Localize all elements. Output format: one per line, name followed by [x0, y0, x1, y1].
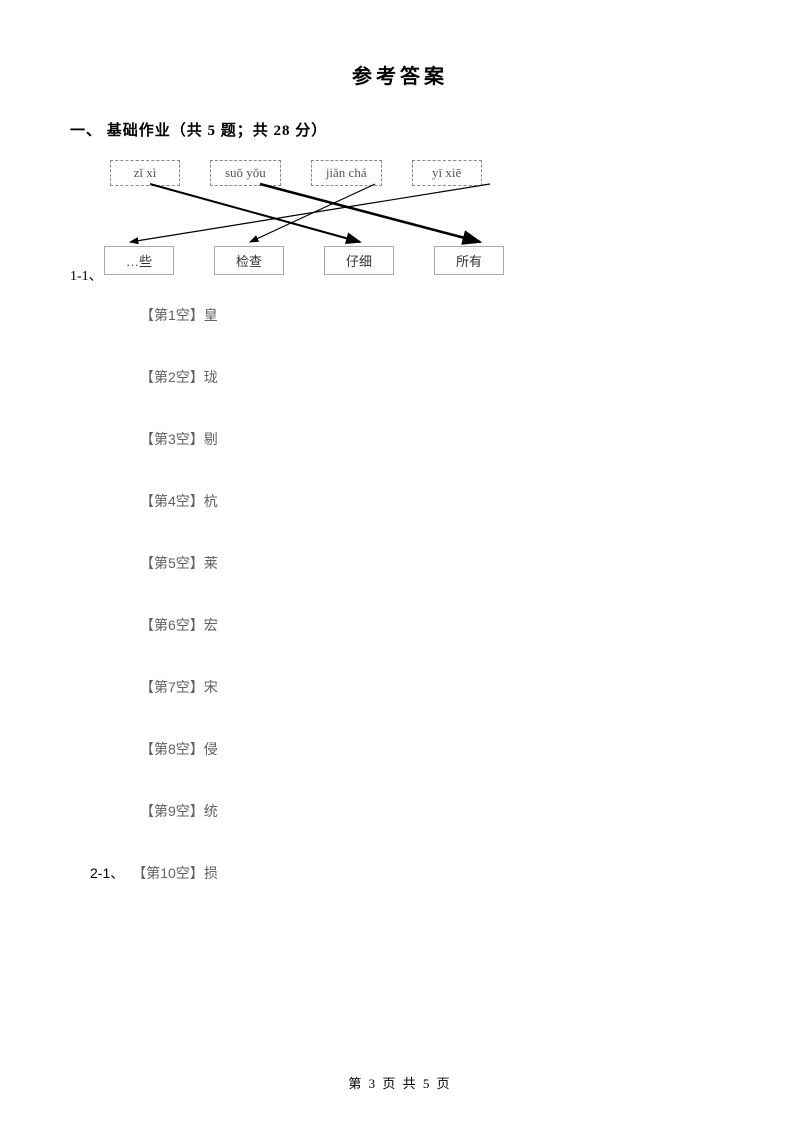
section-heading: 一、 基础作业（共 5 题；共 28 分） — [70, 119, 730, 140]
pinyin-box: suǒ yǒu — [210, 160, 281, 186]
word-box: 检查 — [214, 246, 284, 275]
blank-value: 剔 — [204, 431, 218, 447]
pinyin-row: zǐ xì suǒ yǒu jiǎn chá yī xiē — [110, 160, 730, 186]
answer-item: 【第1空】皇 — [140, 305, 730, 325]
blank-label: 【第5空】 — [140, 555, 204, 571]
word-row: …些 检查 仔细 所有 — [104, 246, 730, 275]
word-box: 所有 — [434, 246, 504, 275]
blank-label: 【第10空】 — [132, 863, 204, 883]
question-2-1-marker: 2-1、 — [90, 863, 124, 883]
blank-label: 【第8空】 — [140, 741, 204, 757]
blank-value: 宋 — [204, 679, 218, 695]
pinyin-box: jiǎn chá — [311, 160, 382, 186]
word-box: 仔细 — [324, 246, 394, 275]
answer-item: 【第6空】宏 — [140, 615, 730, 635]
pinyin-box: zǐ xì — [110, 160, 180, 186]
answer-list: 【第1空】皇 【第2空】珑 【第3空】剔 【第4空】杭 【第5空】莱 【第6空】… — [140, 305, 730, 883]
answer-item: 【第2空】珑 — [140, 367, 730, 387]
page-title: 参考答案 — [70, 60, 730, 89]
blank-value: 珑 — [204, 369, 218, 385]
blank-label: 【第1空】 — [140, 307, 204, 323]
blank-value: 统 — [204, 803, 218, 819]
blank-label: 【第2空】 — [140, 369, 204, 385]
answer-item: 【第9空】统 — [140, 801, 730, 821]
word-box: …些 — [104, 246, 174, 275]
blank-value: 莱 — [204, 555, 218, 571]
blank-value: 侵 — [204, 741, 218, 757]
matching-diagram: zǐ xì suǒ yǒu jiǎn chá yī xiē …些 检查 仔细 所… — [110, 160, 730, 275]
answer-item: 【第8空】侵 — [140, 739, 730, 759]
page-footer: 第 3 页 共 5 页 — [0, 1073, 800, 1092]
pinyin-box: yī xiē — [412, 160, 482, 186]
blank-value: 宏 — [204, 617, 218, 633]
answer-item: 【第3空】剔 — [140, 429, 730, 449]
blank-label: 【第6空】 — [140, 617, 204, 633]
blank-label: 【第7空】 — [140, 679, 204, 695]
blank-label: 【第4空】 — [140, 493, 204, 509]
blank-value: 皇 — [204, 307, 218, 323]
blank-value: 损 — [204, 863, 218, 883]
blank-value: 杭 — [204, 493, 218, 509]
answer-item: 【第5空】莱 — [140, 553, 730, 573]
answer-item: 2-1、 【第10空】损 — [140, 863, 730, 883]
answer-item: 【第7空】宋 — [140, 677, 730, 697]
question-1-1-marker: 1-1、 — [70, 265, 103, 285]
answer-item: 【第4空】杭 — [140, 491, 730, 511]
connection-lines — [110, 182, 570, 246]
blank-label: 【第9空】 — [140, 803, 204, 819]
blank-label: 【第3空】 — [140, 431, 204, 447]
